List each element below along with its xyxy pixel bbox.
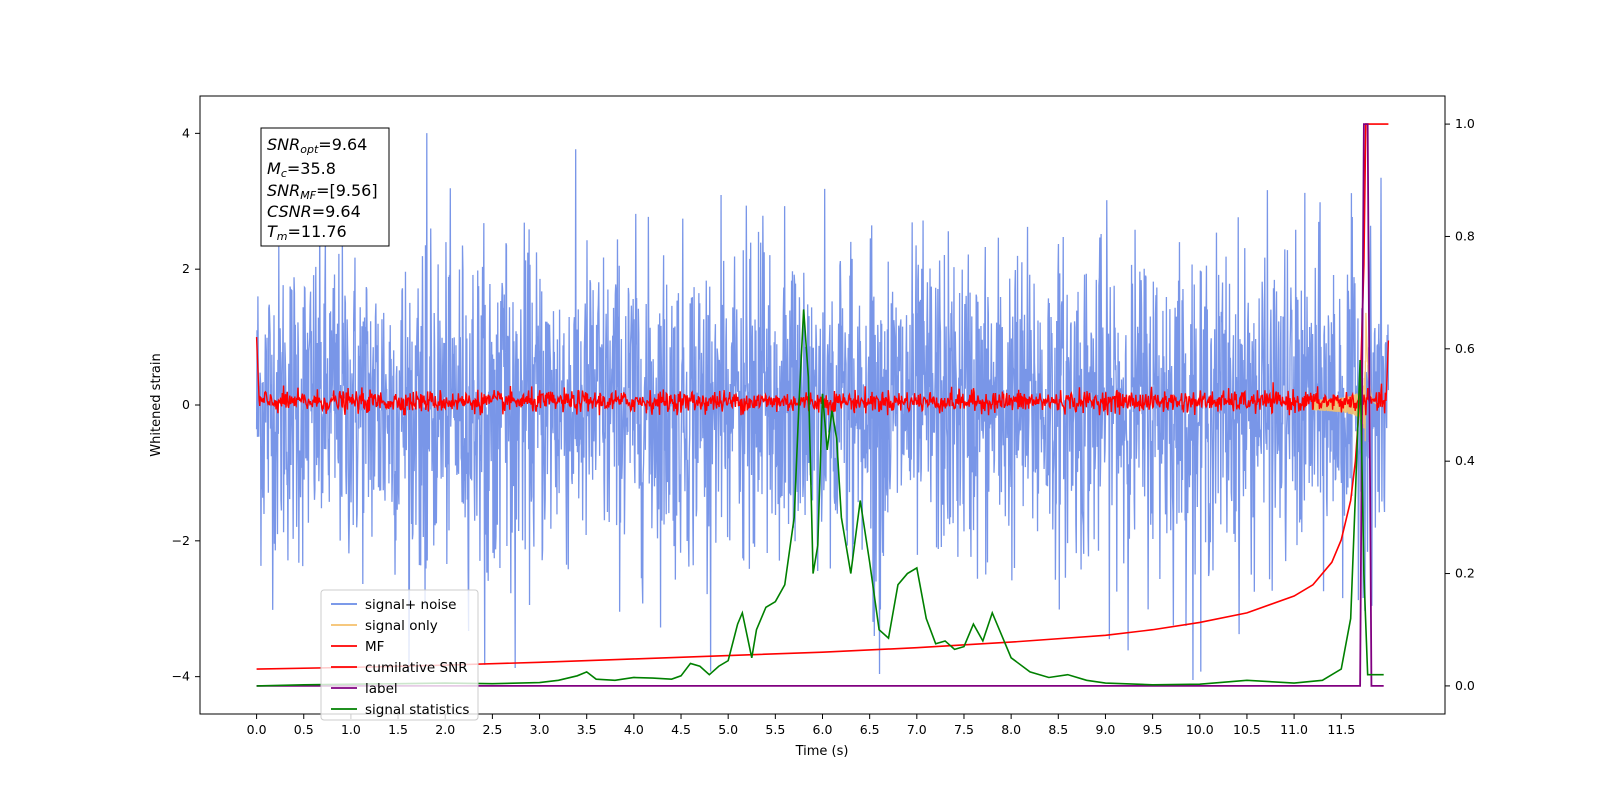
x-tick-label: 7.5 bbox=[954, 722, 974, 737]
y-tick-label: 0 bbox=[182, 397, 190, 412]
x-tick-label: 1.0 bbox=[341, 722, 361, 737]
legend-item: cumilative SNR bbox=[331, 660, 468, 676]
y-tick-label: −4 bbox=[172, 669, 190, 684]
x-tick-label: 5.0 bbox=[718, 722, 738, 737]
y-tick-label: 4 bbox=[182, 125, 190, 140]
signal-only-series bbox=[1312, 312, 1384, 442]
legend-item: signal+ noise bbox=[331, 597, 456, 613]
right-axis-series bbox=[256, 123, 1389, 687]
x-tick-label: 3.5 bbox=[577, 722, 597, 737]
x-tick-label: 8.5 bbox=[1048, 722, 1068, 737]
y-tick-label: 2 bbox=[182, 261, 190, 276]
label-line bbox=[256, 123, 1384, 687]
annotation-tm: Tm=11.76 bbox=[267, 222, 347, 243]
x-tick-label: 4.0 bbox=[624, 722, 644, 737]
plot-area bbox=[255, 123, 1390, 687]
y-axis-right: 0.0 0.2 0.4 0.6 0.8 1.0 bbox=[1445, 116, 1475, 693]
x-tick-label: 5.5 bbox=[765, 722, 785, 737]
x-tick-label: 2.0 bbox=[435, 722, 455, 737]
annotation-snr-mf: SNRMF=[9.56] bbox=[267, 181, 378, 202]
x-tick-label: 10.5 bbox=[1233, 722, 1261, 737]
legend: signal+ noise signal only MF cumilative SNR… bbox=[320, 589, 479, 721]
y2-tick-label: 0.8 bbox=[1455, 228, 1475, 243]
legend-label: cumilative SNR bbox=[365, 660, 468, 676]
annotation-csnr: CSNR=9.64 bbox=[267, 202, 361, 221]
legend-frame bbox=[320, 589, 479, 721]
x-tick-label: 7.0 bbox=[907, 722, 927, 737]
y2-tick-label: 0.6 bbox=[1455, 341, 1475, 356]
x-axis: 0.0 0.5 1.0 1.5 2.0 2.5 3.0 3.5 4.0 4.5 5.0 5.5 6.0 6… bbox=[247, 714, 1355, 737]
legend-item: label bbox=[331, 681, 398, 697]
annotation-frame bbox=[260, 127, 390, 247]
y2-tick-label: 0.4 bbox=[1455, 453, 1475, 468]
x-tick-label: 4.5 bbox=[671, 722, 691, 737]
signal-statistics-line bbox=[256, 309, 1384, 687]
annotation-snr-opt: SNRopt=9.64 bbox=[267, 135, 367, 156]
y-axis-left: −4 −2 0 2 4 bbox=[172, 125, 200, 684]
snr-annotation-box: SNRopt=9.64 Mc=35.8 SNRMF=[9.56] CSNR=9.… bbox=[260, 127, 390, 247]
x-tick-label: 0.5 bbox=[294, 722, 314, 737]
legend-label: MF bbox=[365, 639, 384, 655]
y-axis-title: Whitened strain bbox=[149, 353, 164, 456]
x-tick-label: 8.0 bbox=[1001, 722, 1021, 737]
x-tick-label: 10.0 bbox=[1186, 722, 1214, 737]
x-axis-title: Time (s) bbox=[795, 744, 849, 759]
legend-item: MF bbox=[331, 639, 384, 655]
x-tick-label: 9.0 bbox=[1096, 722, 1116, 737]
y-tick-label: −2 bbox=[172, 533, 190, 548]
x-tick-label: 9.5 bbox=[1143, 722, 1163, 737]
y2-tick-label: 1.0 bbox=[1455, 116, 1475, 131]
x-tick-label: 11.0 bbox=[1280, 722, 1308, 737]
y2-tick-label: 0.2 bbox=[1455, 566, 1475, 581]
x-tick-label: 6.5 bbox=[860, 722, 880, 737]
x-tick-label: 11.5 bbox=[1327, 722, 1355, 737]
legend-item: signal statistics bbox=[331, 702, 469, 718]
legend-label: label bbox=[365, 681, 398, 697]
x-tick-label: 0.0 bbox=[247, 722, 267, 737]
legend-item: signal only bbox=[331, 618, 438, 634]
x-tick-label: 6.0 bbox=[813, 722, 833, 737]
x-tick-label: 3.0 bbox=[530, 722, 550, 737]
legend-label: signal only bbox=[365, 618, 438, 634]
legend-label: signal statistics bbox=[365, 702, 469, 718]
y2-tick-label: 0.0 bbox=[1455, 678, 1475, 693]
signal-only-line bbox=[1312, 312, 1384, 442]
legend-label: signal+ noise bbox=[365, 597, 456, 613]
x-tick-label: 2.5 bbox=[482, 722, 502, 737]
annotation-mc: Mc=35.8 bbox=[267, 159, 336, 180]
x-tick-label: 1.5 bbox=[388, 722, 408, 737]
